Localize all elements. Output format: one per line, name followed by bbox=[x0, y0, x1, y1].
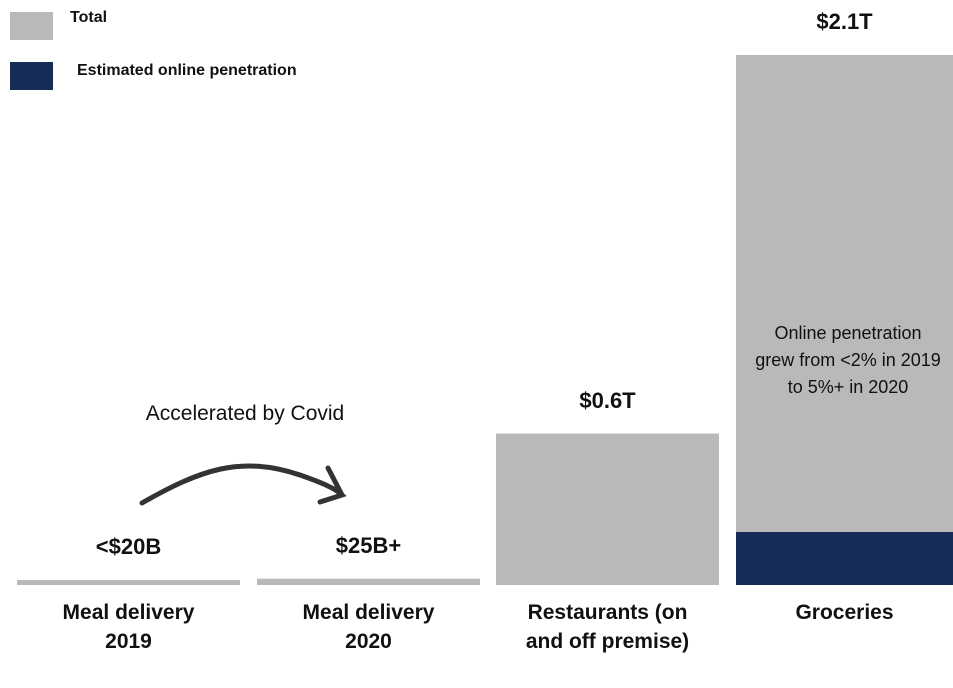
legend-swatch bbox=[10, 12, 53, 40]
bar bbox=[496, 433, 719, 585]
legend-label: Total bbox=[70, 9, 108, 26]
value-label: $0.6T bbox=[579, 387, 636, 413]
bar bbox=[736, 55, 953, 585]
covid-arrow bbox=[139, 463, 347, 506]
x-tick-label: Restaurants (on and off premise) bbox=[525, 601, 690, 653]
annotation: Accelerated by Covid bbox=[145, 402, 345, 425]
x-tick-label: Groceries bbox=[795, 601, 894, 624]
value-label: <$20B bbox=[95, 533, 162, 559]
bar bbox=[17, 579, 240, 585]
value-label: $25B+ bbox=[335, 532, 402, 558]
bar bbox=[257, 578, 480, 585]
penetration-bar bbox=[736, 532, 953, 585]
legend-swatch bbox=[10, 62, 53, 90]
legend-label: Estimated online penetration bbox=[77, 62, 297, 79]
x-tick-label: Meal delivery 2020 bbox=[302, 601, 435, 653]
annotation: Online penetration grew from <2% in 2019… bbox=[755, 323, 941, 397]
x-tick-label: Meal delivery 2019 bbox=[62, 601, 195, 653]
value-label: $2.1T bbox=[816, 9, 873, 34]
